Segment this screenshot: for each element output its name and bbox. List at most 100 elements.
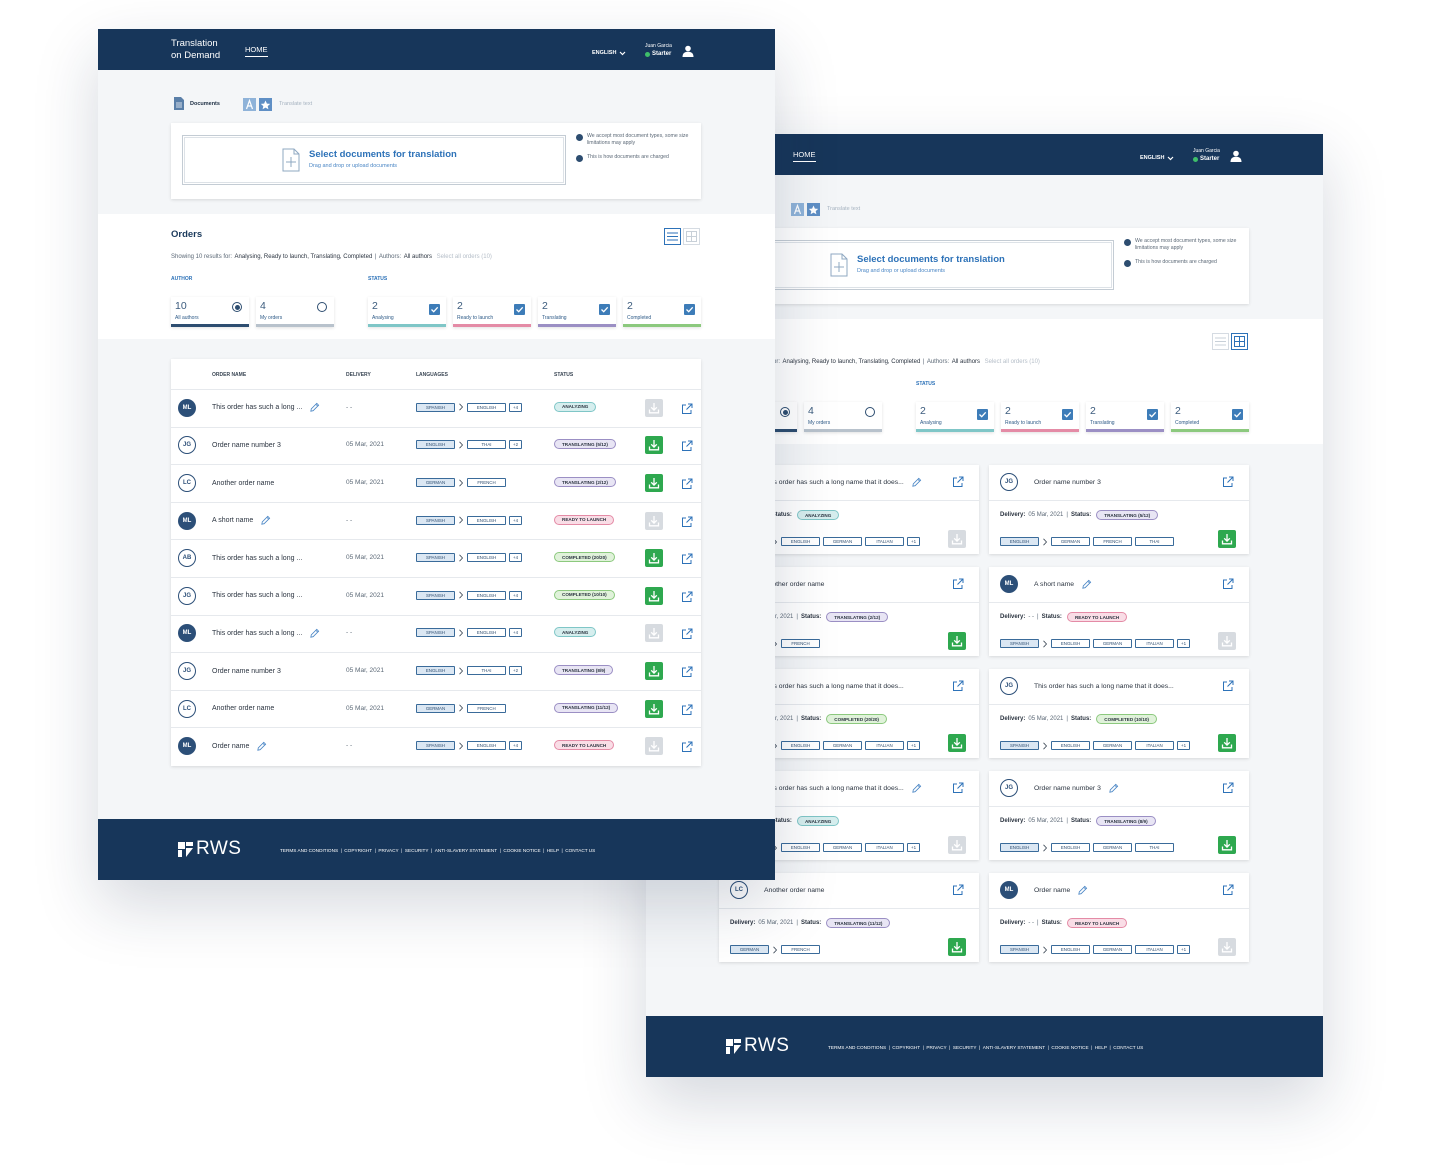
open-link[interactable] [681, 590, 693, 608]
translate-icon[interactable] [791, 203, 822, 221]
filter[interactable]: 2 Translating [1086, 402, 1164, 432]
select-all[interactable]: Select all orders (10) [984, 359, 1040, 365]
edit-icon[interactable] [911, 477, 922, 488]
footer-link[interactable]: CONTACT US [1113, 1045, 1144, 1050]
footer-link[interactable]: CONTACT US [565, 848, 596, 853]
open-link[interactable] [681, 439, 693, 457]
open-link[interactable] [1222, 781, 1234, 799]
tab-documents[interactable]: Documents [190, 101, 220, 107]
footer-link[interactable]: SECURITY [404, 848, 429, 853]
language-selector[interactable]: ENGLISH [592, 50, 626, 56]
tab-translate[interactable]: Translate text [827, 206, 861, 212]
open-link[interactable] [1222, 883, 1234, 901]
footer-link[interactable]: SECURITY [952, 1045, 977, 1050]
footer-link[interactable]: COPYRIGHT [892, 1045, 921, 1050]
checkbox[interactable] [1062, 407, 1073, 425]
documents-icon[interactable] [174, 97, 184, 115]
status-pill: TRANSLATING (8/9) [554, 665, 614, 675]
open-link[interactable] [1222, 679, 1234, 697]
open-link[interactable] [952, 781, 964, 799]
checkbox[interactable] [429, 302, 440, 320]
checkbox[interactable] [684, 302, 695, 320]
download-button[interactable] [645, 549, 663, 568]
edit-icon[interactable] [911, 783, 922, 794]
open-link[interactable] [952, 475, 964, 493]
filter[interactable]: 4 My orders [256, 297, 334, 327]
open-link[interactable] [952, 679, 964, 697]
open-link[interactable] [952, 577, 964, 595]
open-link[interactable] [1222, 475, 1234, 493]
footer-link[interactable]: PRIVACY [378, 848, 399, 853]
open-link[interactable] [1222, 577, 1234, 595]
filter[interactable]: 2 Ready to launch [1001, 402, 1079, 432]
footer-link[interactable]: PRIVACY [926, 1045, 947, 1050]
user-icon[interactable] [682, 44, 694, 62]
download-button[interactable] [948, 938, 966, 956]
filter[interactable]: 2 Analysing [916, 402, 994, 432]
select-all[interactable]: Select all orders (10) [436, 254, 492, 260]
link-separator: | [949, 1045, 951, 1050]
info-text[interactable]: This is how documents are charged [587, 154, 669, 160]
checkbox[interactable] [514, 302, 525, 320]
download-button[interactable] [1218, 734, 1236, 752]
nav-home[interactable]: HOME [793, 150, 816, 162]
filter[interactable]: 2 Completed [1171, 402, 1249, 432]
footer-link[interactable]: HELP [546, 848, 560, 853]
view-toggle[interactable] [1231, 333, 1248, 350]
download-button[interactable] [948, 632, 966, 650]
edit-icon[interactable] [256, 741, 267, 752]
download-button[interactable] [645, 586, 663, 605]
tab-translate[interactable]: Translate text [279, 101, 313, 107]
view-toggle[interactable] [664, 228, 681, 245]
footer-link[interactable]: ANTI-SLAVERY STATEMENT [982, 1045, 1046, 1050]
checkbox[interactable] [1147, 407, 1158, 425]
view-toggle[interactable] [683, 228, 700, 245]
open-link[interactable] [681, 515, 693, 533]
open-link[interactable] [952, 883, 964, 901]
download-button[interactable] [1218, 530, 1236, 548]
info-text[interactable]: This is how documents are charged [1135, 259, 1217, 265]
open-link[interactable] [681, 740, 693, 758]
nav-home[interactable]: HOME [245, 45, 268, 57]
footer-link[interactable]: TERMS AND CONDITIONS [280, 848, 339, 853]
edit-icon[interactable] [1077, 885, 1088, 896]
download-button[interactable] [645, 474, 663, 492]
filter[interactable]: 2 Ready to launch [453, 297, 531, 327]
open-link[interactable] [681, 665, 693, 683]
drop-zone[interactable]: Select documents for translation Drag and… [182, 135, 566, 185]
language-selector[interactable]: ENGLISH [1140, 155, 1174, 161]
edit-icon[interactable] [260, 515, 271, 526]
user-icon[interactable] [1230, 149, 1242, 167]
checkbox[interactable] [977, 407, 988, 425]
filter[interactable]: 2 Analysing [368, 297, 446, 327]
checkbox[interactable] [1232, 407, 1243, 425]
footer-link[interactable]: ANTI-SLAVERY STATEMENT [434, 848, 498, 853]
filter[interactable]: 2 Translating [538, 297, 616, 327]
open-link[interactable] [681, 477, 693, 495]
filter[interactable]: 4 My orders [804, 402, 882, 432]
filter[interactable]: 10 All authors [171, 297, 249, 327]
translate-icon[interactable] [243, 98, 274, 116]
edit-icon[interactable] [309, 628, 320, 639]
edit-icon[interactable] [1081, 579, 1092, 590]
download-button[interactable] [948, 734, 966, 752]
download-button[interactable] [645, 662, 663, 680]
open-link[interactable] [681, 627, 693, 645]
view-toggle[interactable] [1212, 333, 1229, 350]
download-button[interactable] [1218, 836, 1236, 854]
edit-icon[interactable] [309, 402, 320, 413]
footer-link[interactable]: TERMS AND CONDITIONS [828, 1045, 887, 1050]
open-link[interactable] [681, 703, 693, 721]
open-link[interactable] [681, 552, 693, 570]
checkbox[interactable] [599, 302, 610, 320]
download-button[interactable] [645, 436, 663, 455]
open-link[interactable] [681, 402, 693, 420]
footer-link[interactable]: COOKIE NOTICE [1051, 1045, 1089, 1050]
drop-zone[interactable]: Select documents for translation Drag and… [730, 240, 1114, 290]
edit-icon[interactable] [1108, 783, 1119, 794]
footer-link[interactable]: COPYRIGHT [344, 848, 373, 853]
filter[interactable]: 2 Completed [623, 297, 701, 327]
footer-link[interactable]: HELP [1094, 1045, 1108, 1050]
footer-link[interactable]: COOKIE NOTICE [503, 848, 541, 853]
download-button[interactable] [645, 699, 663, 718]
